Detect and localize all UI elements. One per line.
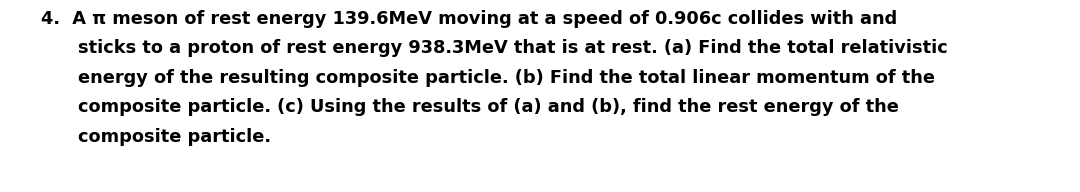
Text: 4.  A π meson of rest energy 139.6MeV moving at a speed of 0.906c collides with : 4. A π meson of rest energy 139.6MeV mov… (41, 10, 897, 28)
Text: energy of the resulting composite particle. (b) Find the total linear momentum o: energy of the resulting composite partic… (78, 69, 935, 87)
Text: composite particle. (c) Using the results of (a) and (b), find the rest energy o: composite particle. (c) Using the result… (78, 98, 899, 117)
Text: composite particle.: composite particle. (78, 128, 271, 146)
Text: sticks to a proton of rest energy 938.3MeV that is at rest. (a) Find the total r: sticks to a proton of rest energy 938.3M… (78, 40, 947, 57)
